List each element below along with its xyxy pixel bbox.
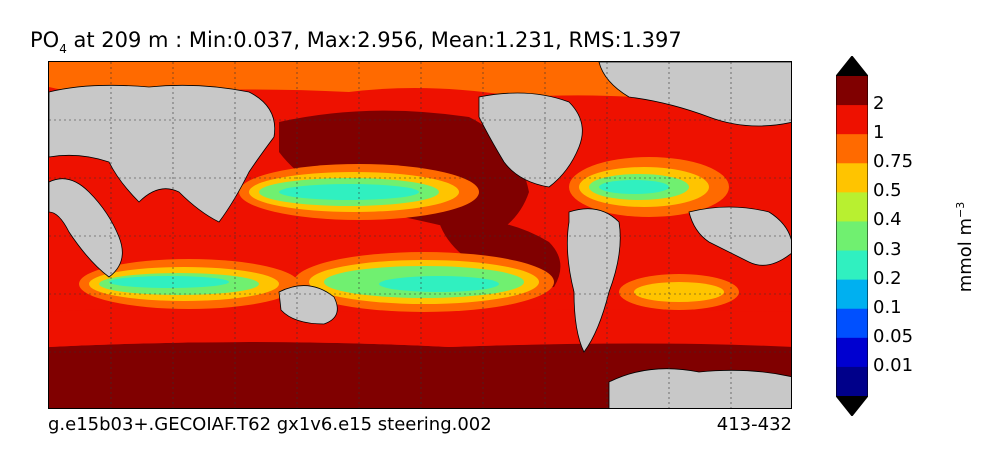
colorbar-tick-label: 1 xyxy=(873,122,885,144)
colorbar-tick-label: 0.2 xyxy=(873,267,902,289)
map-field xyxy=(49,62,791,408)
title-variable: PO xyxy=(30,28,60,52)
colorbar xyxy=(836,56,868,416)
title-variable-subscript: 4 xyxy=(59,42,67,56)
colorbar-segment xyxy=(836,134,868,164)
southern-red-band xyxy=(49,307,791,347)
colorbar-extend-top xyxy=(836,56,868,76)
colorbar-segment xyxy=(836,105,868,135)
land-greenland-europe xyxy=(598,62,791,127)
map-title: PO4 at 209 m : Min:0.037, Max:2.956, Mea… xyxy=(30,28,682,56)
colorbar-tick-label: 0.75 xyxy=(873,151,914,173)
title-stats: at 209 m : Min:0.037, Max:2.956, Mean:1.… xyxy=(66,28,682,52)
colorbar-segment xyxy=(836,163,868,193)
na-gyre-cyan xyxy=(599,180,669,194)
colorbar-tick-label: 0.3 xyxy=(873,238,902,260)
colorbar-segment xyxy=(836,250,868,281)
colorbar-segment xyxy=(836,279,868,310)
np-gyre-cyan xyxy=(279,184,419,200)
colorbar-tick-label: 0.05 xyxy=(873,325,914,347)
colorbar-segment xyxy=(836,192,868,222)
sa-gyre-yellow xyxy=(634,282,724,302)
colorbar-tick-label: 0.1 xyxy=(873,296,902,318)
units-text: mmol m xyxy=(955,217,976,293)
colorbar-segment xyxy=(836,76,868,106)
units-exponent: −3 xyxy=(954,201,967,218)
year-range: 413-432 xyxy=(716,414,792,435)
colorbar-segments xyxy=(836,56,868,416)
colorbar-tick-label: 0.4 xyxy=(873,209,902,231)
sp-gyre-cyan xyxy=(379,276,499,292)
land-africa-east xyxy=(49,178,123,278)
land-antarctica xyxy=(608,368,791,408)
colorbar-tick-label: 2 xyxy=(873,93,885,115)
graticule xyxy=(49,62,791,408)
colorbar-extend-bottom xyxy=(836,396,868,416)
io-gyre-cyan xyxy=(109,276,229,288)
ocean-map xyxy=(48,61,792,409)
land-eurasia xyxy=(49,84,276,223)
land-australia xyxy=(278,285,338,325)
colorbar-segment xyxy=(836,221,868,252)
land-south-america xyxy=(566,208,621,353)
colorbar-units: mmol m−3 xyxy=(954,187,976,307)
run-name: g.e15b03+.GECOIAF.T62 gx1v6.e15 steering… xyxy=(48,414,492,435)
colorbar-tick-label: 0.5 xyxy=(873,180,902,202)
colorbar-tick-label: 0.01 xyxy=(873,354,914,376)
land-north-america xyxy=(478,92,583,188)
colorbar-segment xyxy=(836,308,868,339)
colorbar-segment xyxy=(836,337,868,368)
southern-ocean-band xyxy=(49,342,791,408)
colorbar-segment xyxy=(836,366,868,397)
